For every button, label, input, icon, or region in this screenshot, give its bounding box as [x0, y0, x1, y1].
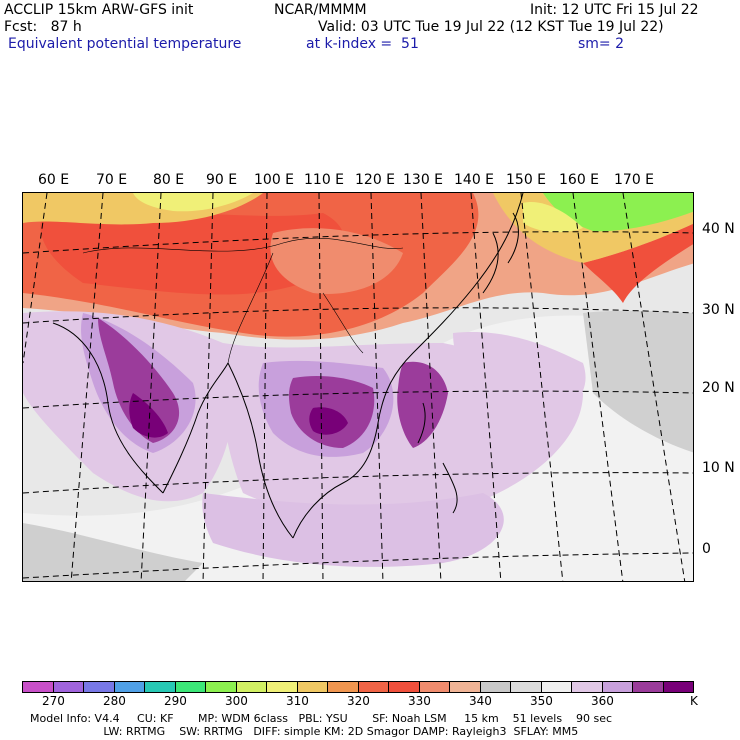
- meridian: [318, 193, 324, 581]
- lon-label: 100 E: [254, 172, 295, 188]
- colorbar-cell: [450, 682, 481, 692]
- level-label: at k-index = 51: [306, 36, 419, 52]
- colorbar-tick: 280: [103, 694, 126, 708]
- tibet-grey: [270, 228, 403, 294]
- valid-time: Valid: 03 UTC Tue 19 Jul 22 (12 KST Tue …: [318, 19, 664, 35]
- lon-label: 90 E: [206, 172, 238, 188]
- colorbar-cell: [297, 682, 328, 692]
- colorbar-cell: [389, 682, 420, 692]
- forecast-hour: Fcst: 87 h: [4, 19, 82, 35]
- parallel: [23, 307, 693, 324]
- coastline-islands: [417, 212, 519, 514]
- coastline-sea: [227, 193, 524, 539]
- colorbar-cell: [663, 682, 693, 692]
- lon-label: 130 E: [403, 172, 444, 188]
- meridian: [262, 193, 268, 581]
- colorbar-tick: 320: [347, 694, 370, 708]
- parallel: [23, 472, 693, 494]
- redorange-patch: [40, 210, 345, 295]
- model-info-line2: LW: RRTMG SW: RRTMG DIFF: simple KM: 2D …: [30, 725, 579, 738]
- ne-red-band: [583, 223, 693, 303]
- colorbar-cell: [480, 682, 511, 692]
- colorbar: [22, 681, 694, 693]
- smoothing-label: sm= 2: [578, 36, 625, 52]
- lat-label: 20 N: [702, 380, 735, 396]
- meridian: [572, 193, 624, 581]
- parallel: [23, 552, 693, 579]
- india-dark-purple: [98, 318, 180, 443]
- lat-label: 10 N: [702, 460, 735, 476]
- lon-label: 120 E: [355, 172, 396, 188]
- colorbar-tick: 300: [225, 694, 248, 708]
- colorbar-cell: [175, 682, 206, 692]
- meridian: [202, 193, 214, 581]
- meridian: [470, 193, 502, 581]
- colorbar-cell: [267, 682, 298, 692]
- colorbar-cell: [419, 682, 450, 692]
- yellow-top: [133, 193, 253, 212]
- colorbar-tick: 360: [591, 694, 614, 708]
- field-name: Equivalent potential temperature: [8, 36, 242, 52]
- colorbar-cell: [541, 682, 572, 692]
- colorbar-tick: 330: [408, 694, 431, 708]
- ne-yellow: [523, 202, 583, 233]
- lon-label: 110 E: [304, 172, 345, 188]
- org-label: NCAR/MMMM: [274, 2, 367, 18]
- meridian: [23, 193, 48, 364]
- lon-label: 70 E: [96, 172, 128, 188]
- lat-label: 30 N: [702, 302, 735, 318]
- india-core: [129, 393, 168, 438]
- meridian: [420, 193, 442, 581]
- lon-label: 60 E: [38, 172, 70, 188]
- colorbar-unit: K: [690, 694, 698, 708]
- parallel: [23, 231, 693, 254]
- colorbar-cell: [572, 682, 603, 692]
- colorbar-cell: [358, 682, 389, 692]
- meridian: [520, 193, 564, 581]
- parallel: [23, 390, 693, 409]
- model-info-line1: Model Info: V4.4 CU: KF MP: WDM 6class P…: [30, 712, 613, 725]
- colorbar-cell: [145, 682, 176, 692]
- lon-label: 160 E: [559, 172, 600, 188]
- map-field: [23, 193, 693, 581]
- meridian: [140, 193, 162, 581]
- lon-label: 150 E: [506, 172, 547, 188]
- lon-label: 170 E: [614, 172, 655, 188]
- colorbar-cell: [633, 682, 664, 692]
- lon-label: 140 E: [454, 172, 495, 188]
- grey-band-south: [23, 523, 203, 581]
- meridian: [370, 193, 384, 581]
- luzon-dark-purple: [397, 361, 448, 448]
- south-light-purple: [202, 493, 504, 567]
- colorbar-tick: 350: [530, 694, 553, 708]
- colorbar-cell: [328, 682, 359, 692]
- colorbar-cell: [23, 682, 54, 692]
- ne-green: [543, 193, 693, 232]
- colorbar-cell: [236, 682, 267, 692]
- lat-label: 0: [702, 541, 711, 557]
- colorbar-tick: 310: [286, 694, 309, 708]
- colorbar-tick: 270: [42, 694, 65, 708]
- lon-label: 80 E: [153, 172, 185, 188]
- model-title: ACCLIP 15km ARW-GFS init: [4, 2, 194, 18]
- grey-band-east: [583, 310, 693, 453]
- theta-e-map: [22, 192, 694, 582]
- colorbar-cell: [114, 682, 145, 692]
- colorbar-tick: 290: [164, 694, 187, 708]
- init-time: Init: 12 UTC Fri 15 Jul 22: [530, 2, 699, 18]
- colorbar-cell: [602, 682, 633, 692]
- colorbar-tick: 340: [469, 694, 492, 708]
- colorbar-cell: [53, 682, 84, 692]
- meridian: [70, 193, 104, 581]
- colorbar-cell: [206, 682, 237, 692]
- pacific-light-purple: [453, 332, 586, 423]
- sea-core: [309, 407, 348, 435]
- colorbar-cell: [84, 682, 115, 692]
- graticule: [23, 193, 693, 581]
- meridian: [622, 193, 686, 581]
- colorbar-cell: [511, 682, 542, 692]
- lat-label: 40 N: [702, 221, 735, 237]
